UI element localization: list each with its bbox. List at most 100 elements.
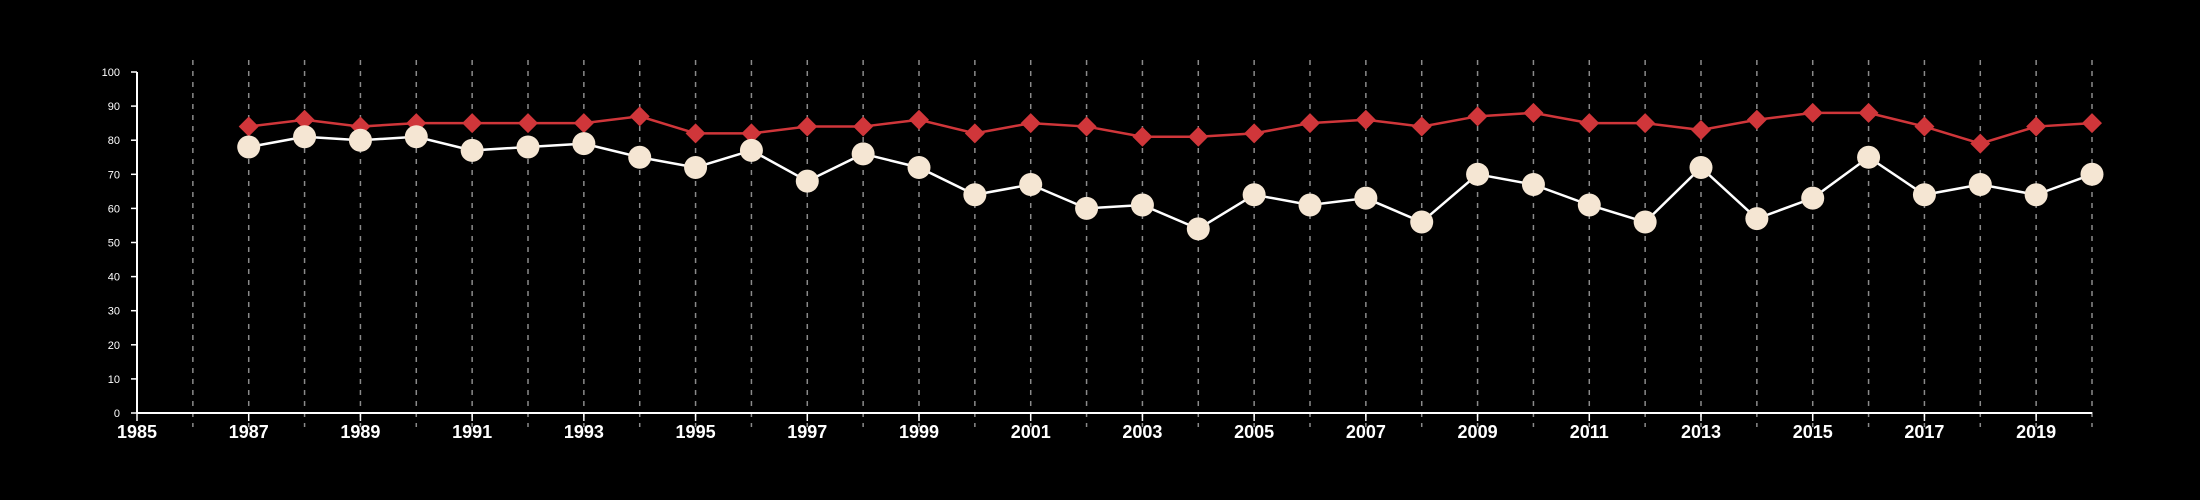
series-1-point-2015	[1801, 186, 1825, 210]
series-0-point-2013	[1691, 119, 1711, 140]
series-0-point-2004	[1188, 126, 1209, 147]
y-tick-label-100: 100	[102, 67, 120, 79]
series-0-point-2012	[1635, 113, 1656, 134]
series-0-point-1988	[294, 109, 315, 130]
series-0-point-2000	[964, 123, 985, 144]
x-tick-label-2011: 2011	[1570, 422, 1609, 442]
series-0-point-2018	[1970, 133, 1991, 154]
series-0-point-2001	[1020, 113, 1041, 134]
x-tick-label-1991: 1991	[452, 422, 492, 442]
series-0-point-1999	[909, 109, 929, 130]
x-tick-label-2005: 2005	[1234, 422, 1274, 442]
series-1-point-2020	[2080, 162, 2104, 186]
series-layer	[237, 102, 2104, 241]
y-tick-label-30: 30	[108, 306, 120, 318]
series-0-point-1991	[462, 113, 483, 134]
x-tick-label-2017: 2017	[1904, 422, 1944, 442]
y-tick-label-10: 10	[108, 374, 120, 386]
axes-layer: 0 10 20 30 40 50 60 70 80 90 100 1985 1987 1989 1991 19…	[102, 67, 2092, 442]
y-tick-label-40: 40	[108, 272, 120, 284]
x-tick-label-1987: 1987	[229, 422, 269, 442]
series-1-point-2000	[963, 183, 987, 207]
x-tick-label-1997: 1997	[787, 422, 827, 442]
series-0-point-2010	[1523, 102, 1544, 123]
y-tick-label-20: 20	[108, 340, 120, 352]
x-tick-label-2019: 2019	[2016, 422, 2056, 442]
series-0-point-1993	[573, 113, 594, 134]
series-1-point-1993	[572, 132, 596, 156]
series-1-point-2017	[1912, 183, 1936, 207]
series-0-point-2019	[2026, 116, 2047, 137]
series-1-point-1991	[460, 138, 484, 162]
series-1-point-1987	[237, 135, 261, 159]
series-1-point-2012	[1633, 210, 1657, 234]
series-1-point-2016	[1857, 145, 1881, 169]
x-tick-label-1989: 1989	[340, 422, 380, 442]
series-1-point-2003	[1130, 193, 1154, 217]
series-0-point-2007	[1355, 109, 1376, 130]
series-0-line	[248, 111, 2093, 145]
series-0-point-2008	[1411, 116, 1432, 137]
series-1-point-2013	[1689, 155, 1713, 179]
series-1-point-1992	[516, 135, 540, 159]
y-tick-label-60: 60	[108, 203, 120, 215]
series-1-point-2004	[1186, 217, 1210, 241]
series-1-point-1988	[293, 125, 317, 149]
series-1-point-2002	[1075, 196, 1099, 220]
y-tick-label-90: 90	[108, 101, 120, 113]
series-0-point-1997	[797, 116, 818, 137]
x-tick-label-2007: 2007	[1346, 422, 1386, 442]
series-1-point-2001	[1019, 173, 1043, 197]
series-0-point-1987	[238, 116, 259, 137]
y-tick-label-0: 0	[114, 408, 120, 420]
series-0-point-2016	[1858, 102, 1879, 123]
series-0-point-2005	[1244, 123, 1265, 144]
series-1-point-2019	[2024, 183, 2048, 207]
series-0-point-2014	[1746, 109, 1767, 130]
series-1-point-2011	[1577, 193, 1601, 217]
series-1-point-2007	[1354, 186, 1378, 210]
series-0-point-2015	[1802, 102, 1823, 123]
series-0-point-2017	[1914, 116, 1935, 137]
series-1	[237, 125, 2104, 241]
series-1-point-2014	[1745, 207, 1769, 231]
series-1-point-1999	[907, 155, 931, 179]
series-1-point-2010	[1521, 173, 1545, 197]
series-1-point-1995	[684, 155, 708, 179]
series-1-line	[248, 135, 2093, 231]
series-1-point-1998	[851, 142, 875, 166]
x-tick-label-2013: 2013	[1681, 422, 1721, 442]
series-0-point-2002	[1076, 116, 1097, 137]
series-1-point-2006	[1298, 193, 1322, 217]
series-0-point-1996	[741, 123, 762, 144]
series-1-point-1996	[739, 138, 763, 162]
series-0-point-2003	[1132, 126, 1153, 147]
series-0-point-2020	[2082, 113, 2102, 134]
series-1-point-1994	[628, 145, 652, 169]
series-1-point-1989	[348, 128, 372, 152]
series-0-point-2006	[1300, 113, 1320, 134]
series-0	[238, 102, 2102, 154]
series-0-point-2009	[1467, 106, 1488, 127]
y-tick-label-50: 50	[108, 238, 120, 250]
y-tick-label-80: 80	[108, 135, 120, 147]
series-0-point-1994	[629, 106, 650, 127]
x-tick-label-2003: 2003	[1122, 422, 1162, 442]
series-0-point-1995	[685, 123, 706, 144]
series-1-point-1990	[404, 125, 428, 149]
x-tick-label-1995: 1995	[676, 422, 716, 442]
series-1-point-2008	[1410, 210, 1434, 234]
series-1-point-1997	[795, 169, 819, 193]
y-tick-label-70: 70	[108, 169, 120, 181]
series-1-point-2005	[1242, 183, 1266, 207]
series-1-point-2009	[1466, 162, 1490, 186]
series-1-point-2018	[1968, 173, 1992, 197]
x-tick-label-1985: 1985	[117, 422, 157, 442]
x-tick-label-2009: 2009	[1458, 422, 1498, 442]
x-tick-label-2015: 2015	[1793, 422, 1833, 442]
x-tick-label-2001: 2001	[1011, 422, 1051, 442]
series-0-point-1992	[518, 113, 538, 134]
x-tick-label-1993: 1993	[564, 422, 604, 442]
